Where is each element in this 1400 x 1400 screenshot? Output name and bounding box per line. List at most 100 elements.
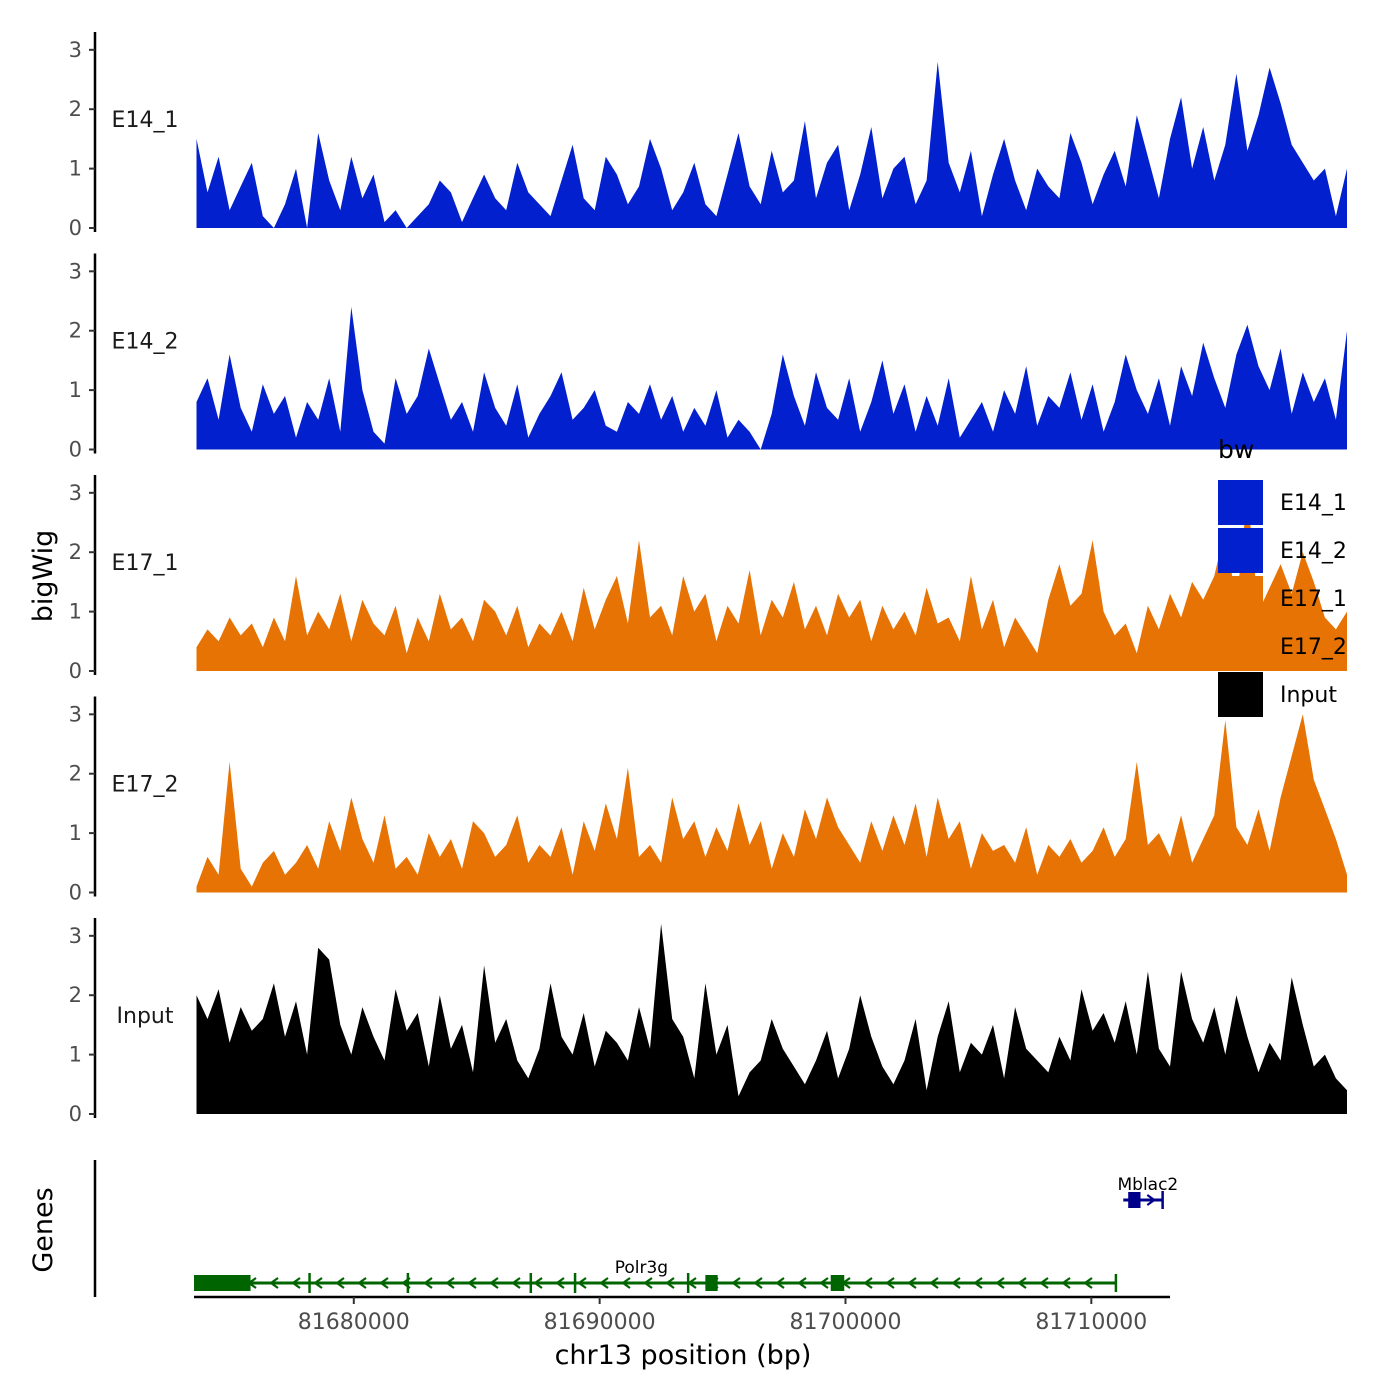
legend-swatch [1218,624,1263,669]
gene-Polr3g: Polr3g [194,1258,1118,1293]
track-label: E17_1 [112,551,179,576]
track-E17_2: 0 1 2 3 E17_2 [69,696,1347,905]
strand-chevron [951,1277,961,1289]
y-axis-title: bigWig [28,530,59,623]
exon-block [705,1275,718,1291]
strand-chevron [291,1277,301,1289]
y-tick-label: 2 [69,540,82,564]
legend-title: bw [1218,435,1254,464]
strand-chevron [995,1277,1005,1289]
exon-block [194,1275,251,1291]
tracks-group: 0 1 2 3 E14_1 0 1 2 3 E14_2 0 1 2 3 E17_1 0 1 2 3 E17_2 0 1 2 3… [69,32,1347,1126]
strand-chevron [269,1277,279,1289]
legend-swatch [1218,576,1263,621]
legend: bw E14_1 E14_2 E17_1 E17_2 Input [1218,435,1347,717]
strand-chevron [511,1277,521,1289]
y-tick-label: 2 [69,762,82,786]
track-E17_1: 0 1 2 3 E17_1 [69,475,1347,683]
legend-swatch [1218,672,1263,717]
y-tick-label: 3 [69,481,82,505]
strand-chevron [819,1277,829,1289]
strand-chevron [973,1277,983,1289]
x-tick-label: 81700000 [789,1310,901,1335]
y-tick-label: 1 [69,1043,82,1067]
strand-chevron [929,1277,939,1289]
strand-chevron [643,1277,653,1289]
y-tick-label: 3 [69,38,82,62]
track-label: E14_2 [112,330,179,355]
strand-chevron [445,1277,455,1289]
y-tick-label: 0 [69,659,82,683]
x-tick-label: 81710000 [1035,1310,1147,1335]
y-tick-label: 0 [69,438,82,462]
legend-swatch [1218,480,1263,525]
track-E14_1: 0 1 2 3 E14_1 [69,32,1347,240]
y-tick-label: 1 [69,378,82,402]
strand-chevron [621,1277,631,1289]
x-axis-title: chr13 position (bp) [555,1340,812,1371]
legend-label: E17_1 [1280,587,1347,612]
strand-chevron [313,1277,323,1289]
track-label: E17_2 [112,773,179,798]
strand-chevron [797,1277,807,1289]
y-tick-label: 0 [69,1102,82,1126]
strand-chevron [753,1277,763,1289]
coverage-area-E17_2 [196,714,1347,893]
y-tick-label: 0 [69,881,82,905]
strand-chevron [1061,1277,1071,1289]
y-tick-label: 3 [69,924,82,948]
strand-chevron [467,1277,477,1289]
strand-chevron [555,1277,565,1289]
track-Input: 0 1 2 3 Input [69,918,1347,1126]
y-tick-label: 1 [69,157,82,181]
genes-group: Polr3g Mblac2 [93,1160,1178,1297]
exon-block [1128,1192,1141,1208]
strand-chevron [489,1277,499,1289]
y-tick-label: 0 [69,216,82,240]
y-tick-label: 2 [69,983,82,1007]
strand-chevron [1039,1277,1049,1289]
y-tick-label: 3 [69,702,82,726]
track-E14_2: 0 1 2 3 E14_2 [69,253,1347,462]
gene-label: Mblac2 [1117,1175,1178,1195]
strand-chevron [775,1277,785,1289]
genes-track-title: Genes [28,1187,59,1272]
gene-label: Polr3g [615,1258,668,1278]
coverage-area-E14_2 [196,307,1347,450]
strand-chevron [885,1277,895,1289]
y-tick-label: 2 [69,97,82,121]
legend-label: E14_1 [1280,491,1347,516]
strand-chevron [907,1277,917,1289]
legend-swatch [1218,528,1263,573]
strand-chevron [665,1277,675,1289]
track-label: E14_1 [112,108,179,133]
coverage-area-E17_1 [196,492,1347,671]
strand-chevron [1146,1194,1157,1206]
strand-chevron [731,1277,741,1289]
y-tick-label: 3 [69,259,82,283]
y-tick-label: 1 [69,821,82,845]
legend-label: Input [1280,683,1337,708]
coverage-area-E14_1 [196,61,1347,229]
strand-chevron [577,1277,587,1289]
strand-chevron [533,1277,543,1289]
x-tick-label: 81690000 [544,1310,656,1335]
y-tick-label: 2 [69,319,82,343]
coverage-area-Input [196,923,1347,1114]
y-tick-label: 1 [69,600,82,624]
x-axis: 81680000 81690000 81700000 81710000 [194,1295,1170,1335]
strand-chevron [599,1277,609,1289]
strand-chevron [357,1277,367,1289]
strand-chevron [863,1277,873,1289]
strand-chevron [1083,1277,1093,1289]
strand-chevron [335,1277,345,1289]
legend-label: E14_2 [1280,539,1347,564]
x-tick-label: 81680000 [298,1310,410,1335]
gene-Mblac2: Mblac2 [1117,1175,1178,1209]
track-label: Input [117,1004,174,1029]
strand-chevron [423,1277,433,1289]
exon-block [830,1275,845,1291]
legend-label: E17_2 [1280,635,1347,660]
strand-chevron [1017,1277,1027,1289]
